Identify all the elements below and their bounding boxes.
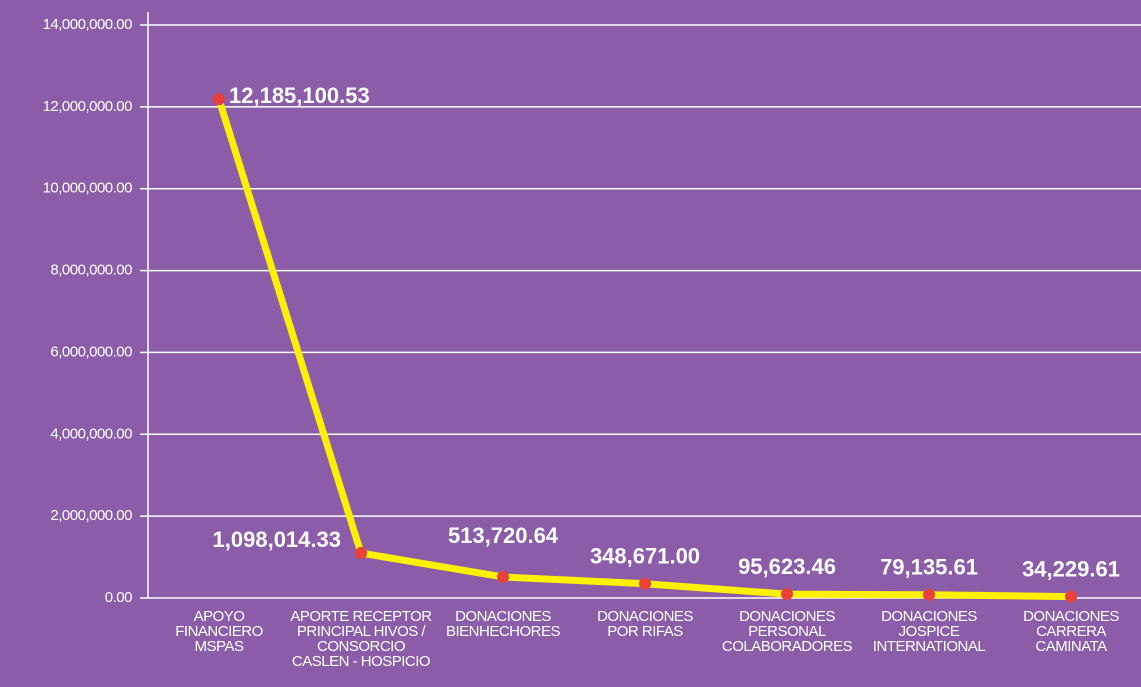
data-label: 1,098,014.33 [213, 527, 341, 552]
marker [639, 577, 651, 590]
x-tick-label: DONACIONES POR RIFAS [597, 608, 693, 640]
data-label: 79,135.61 [880, 555, 978, 580]
marker [781, 588, 793, 601]
data-label: 348,671.00 [590, 544, 700, 569]
x-tick-label: DONACIONES BIENHECHORES [446, 608, 561, 640]
x-tick-label: APOYO FINANCIERO MSPAS [175, 608, 263, 655]
x-tick-label: DONACIONES CARRERA CAMINATA [1023, 608, 1119, 655]
data-label: 34,229.61 [1022, 556, 1120, 581]
marker [355, 547, 367, 560]
y-tick-label: 2,000,000.00 [50, 507, 132, 524]
data-label: 513,720.64 [448, 523, 559, 548]
x-tick-label: APORTE RECEPTOR PRINCIPAL HIVOS / CONSORCI… [290, 608, 432, 670]
x-tick-label: DONACIONES JOSPICE INTERNATIONAL [873, 608, 986, 655]
y-tick-label: 4,000,000.00 [50, 425, 132, 442]
marker [213, 93, 225, 106]
marker [923, 588, 935, 601]
marker [497, 570, 509, 583]
y-tick-label: 8,000,000.00 [50, 262, 132, 279]
x-tick-label: DONACIONES PERSONAL COLABORADORES [722, 608, 853, 655]
y-tick-label: 12,000,000.00 [43, 98, 133, 115]
y-tick-label: 6,000,000.00 [50, 343, 132, 360]
y-tick-label: 10,000,000.00 [43, 180, 133, 197]
y-tick-label: 0.00 [105, 589, 132, 606]
data-label: 12,185,100.53 [229, 83, 370, 108]
data-label: 95,623.46 [738, 554, 836, 579]
marker [1065, 590, 1077, 603]
y-tick-label: 14,000,000.00 [43, 16, 133, 33]
